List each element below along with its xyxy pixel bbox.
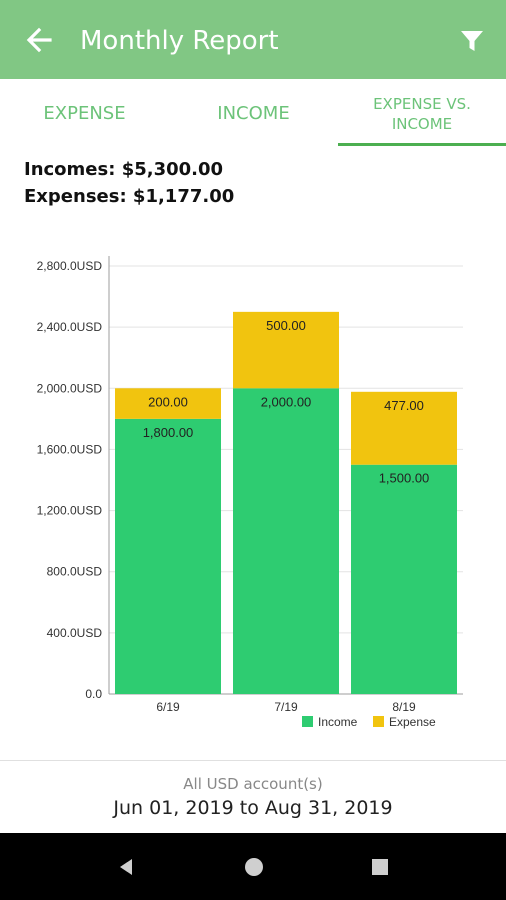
nav-home-button[interactable]	[237, 850, 271, 884]
bar-expense-label: 477.00	[384, 398, 424, 413]
tab-expense[interactable]: EXPENSE	[43, 103, 126, 124]
x-tick-label: 8/19	[392, 700, 416, 714]
system-nav-bar	[0, 833, 506, 900]
bar-expense-label: 200.00	[148, 394, 188, 409]
y-tick-label: 2,000.0USD	[37, 381, 103, 395]
bar-income	[115, 418, 221, 694]
y-tick-label: 0.0	[85, 687, 102, 701]
bar-income	[351, 464, 457, 694]
y-tick-label: 800.0USD	[47, 565, 103, 579]
incomes-total: Incomes: $5,300.00	[24, 159, 224, 180]
bar-income-label: 1,500.00	[379, 471, 430, 486]
y-tick-label: 1,600.0USD	[37, 442, 103, 456]
nav-back-icon	[120, 859, 132, 875]
legend-label-expense: Expense	[389, 715, 436, 729]
stacked-bar-chart: 0.0 400.0USD 800.0USD 1,200.0USD 1,600.0USD 2…	[37, 256, 463, 729]
filter-icon	[461, 31, 483, 51]
bar-income-label: 1,800.00	[143, 425, 194, 440]
bar-expense	[115, 388, 221, 419]
tab-income[interactable]: INCOME	[217, 103, 290, 124]
bar-expense	[233, 311, 339, 389]
y-tick-label: 400.0USD	[47, 626, 103, 640]
date-range[interactable]: Jun 01, 2019 to Aug 31, 2019	[113, 797, 393, 819]
filter-button[interactable]	[458, 27, 486, 55]
x-tick-label: 7/19	[274, 700, 298, 714]
expenses-total: Expenses: $1,177.00	[24, 186, 235, 207]
nav-home-icon	[245, 858, 263, 876]
nav-recents-icon	[372, 859, 388, 875]
bar-income	[233, 388, 339, 694]
arrow-left-icon	[26, 27, 52, 53]
account-label: All USD account(s)	[183, 775, 323, 793]
tab-bar: EXPENSE INCOME EXPENSE VS. INCOME	[0, 79, 506, 148]
nav-recents-button[interactable]	[363, 850, 397, 884]
y-tick-label: 2,400.0USD	[37, 320, 103, 334]
legend-swatch-income	[302, 716, 313, 727]
tab-expense-vs-income[interactable]: EXPENSE VS. INCOME	[373, 94, 471, 133]
tab-selected-indicator	[338, 143, 506, 146]
legend-swatch-expense	[373, 716, 384, 727]
bar-expense	[351, 391, 457, 465]
page-title: Monthly Report	[80, 26, 279, 56]
bar-income-label: 2,000.00	[261, 394, 312, 409]
footer-divider	[0, 760, 506, 761]
summary: Incomes: $5,300.00 Expenses: $1,177.00	[24, 156, 234, 210]
nav-back-button[interactable]	[110, 850, 144, 884]
back-button[interactable]	[22, 23, 56, 57]
app-bar: Monthly Report	[0, 0, 506, 79]
legend-label-income: Income	[318, 715, 358, 729]
y-tick-label: 2,800.0USD	[37, 259, 103, 273]
y-tick-label: 1,200.0USD	[37, 504, 103, 518]
bar-expense-label: 500.00	[266, 318, 306, 333]
x-tick-label: 6/19	[156, 700, 180, 714]
